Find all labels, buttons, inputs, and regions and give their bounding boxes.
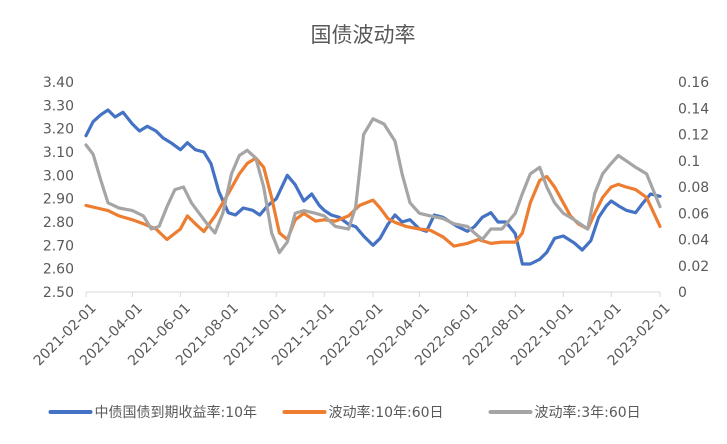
y-right-tick-label: 0.02 [678, 259, 709, 275]
y-right-tick-label: 0.1 [678, 154, 700, 170]
y-right-tick-label: 0 [678, 285, 687, 301]
legend: 中债国债到期收益率:10年 波动率:10年:60日 波动率:3年:60日 [48, 404, 641, 421]
y-left-tick-label: 3.10 [43, 145, 74, 161]
y-right-tick-label: 0.16 [678, 75, 709, 91]
y-right-tick-label: 0.06 [678, 206, 709, 222]
series-layer [84, 108, 662, 266]
legend-item-3: 波动率:3年:60日 [488, 404, 641, 421]
legend-item-2: 波动率:10年:60日 [282, 404, 444, 421]
y-right-tick-label: 0.04 [678, 233, 709, 249]
series-line-3 [84, 117, 662, 255]
y-left-tick-label: 3.30 [43, 98, 74, 114]
y-right-tick-label: 0.08 [678, 180, 709, 196]
y-left-tick-label: 3.40 [43, 75, 74, 91]
y-left-tick-label: 2.50 [43, 285, 74, 301]
y-left-tick-label: 2.80 [43, 215, 74, 231]
legend-label: 中债国债到期收益率:10年 [95, 404, 258, 421]
y-left-tick-label: 3.00 [43, 168, 74, 184]
y-left-tick-label: 2.90 [43, 192, 74, 208]
y-left-tick-label: 3.20 [43, 122, 74, 138]
y-right-tick-label: 0.14 [678, 101, 709, 117]
y-left-tick-label: 2.60 [43, 262, 74, 278]
legend-item-1: 中债国债到期收益率:10年 [48, 404, 258, 421]
chart-title: 国债波动率 [311, 23, 416, 47]
axes-layer: 2.50 2.60 2.70 2.80 2.90 3.00 3.10 3.20 3.30 3.40… [31, 75, 710, 369]
legend-label: 波动率:10年:60日 [329, 404, 444, 421]
legend-label: 波动率:3年:60日 [535, 404, 641, 421]
series-line-1 [84, 108, 662, 266]
series-line-2 [84, 156, 662, 248]
y-right-tick-label: 0.12 [678, 128, 709, 144]
y-left-tick-label: 2.70 [43, 238, 74, 254]
